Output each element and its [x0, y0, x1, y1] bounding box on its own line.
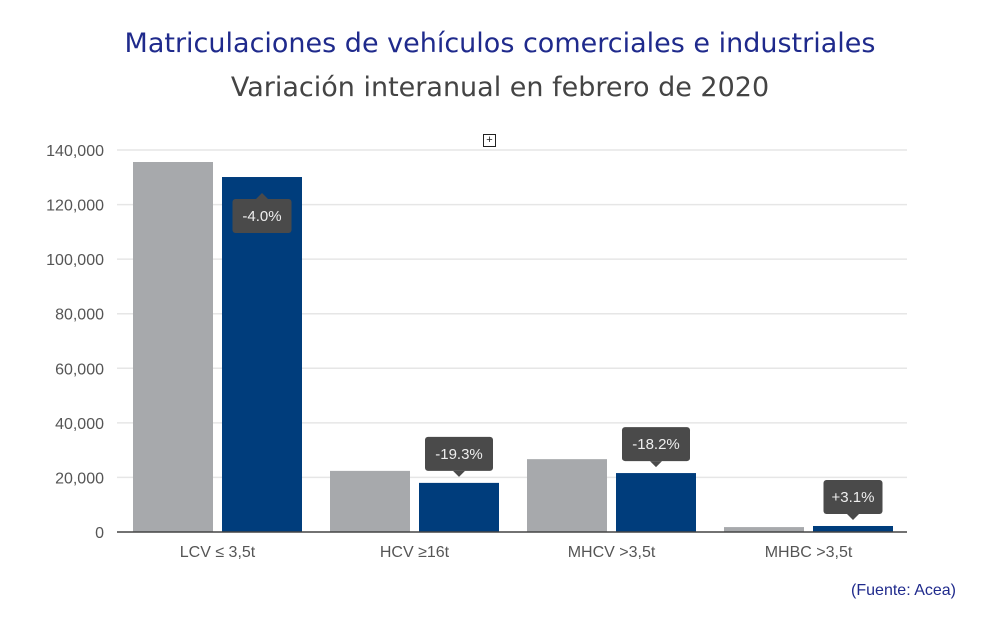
- data-label-box: [425, 436, 493, 471]
- bar-current: [222, 177, 302, 532]
- x-tick-label: LCV ≤ 3,5t: [180, 544, 256, 561]
- y-tick-label: 140,000: [46, 143, 104, 160]
- y-tick-label: 80,000: [55, 307, 104, 324]
- data-label: -18.2%: [632, 436, 680, 453]
- data-label-box: [622, 427, 690, 462]
- data-label-pointer: [847, 513, 859, 520]
- y-tick-label: 120,000: [46, 198, 104, 215]
- y-tick-label: 60,000: [55, 361, 104, 378]
- bar-previous: [133, 162, 213, 532]
- bar-previous: [330, 470, 410, 532]
- y-tick-label: 40,000: [55, 416, 104, 433]
- bar-current: [813, 525, 893, 532]
- data-label: +3.1%: [832, 489, 875, 506]
- y-tick-label: 20,000: [55, 470, 104, 487]
- data-label: -4.0%: [242, 208, 281, 225]
- x-tick-label: MHCV >3,5t: [568, 544, 656, 561]
- data-label-pointer: [256, 193, 268, 200]
- data-label-box: [232, 199, 292, 234]
- chart-subtitle: Variación interanual en febrero de 2020: [230, 72, 770, 103]
- bar-previous: [724, 527, 804, 532]
- plus-box-icon[interactable]: +: [483, 134, 496, 147]
- x-tick-label: HCV ≥16t: [380, 544, 450, 561]
- bar-previous: [527, 459, 607, 532]
- bar-current: [419, 482, 499, 532]
- bar-current: [616, 473, 696, 532]
- chart-title: Matriculaciones de vehículos comerciales…: [124, 28, 876, 59]
- data-label-pointer: [453, 470, 465, 477]
- y-tick-label: 100,000: [46, 252, 104, 269]
- data-label: -19.3%: [435, 446, 483, 463]
- x-tick-label: MHBC >3,5t: [765, 544, 853, 561]
- data-label-box: [823, 479, 883, 514]
- y-tick-label: 0: [95, 525, 104, 542]
- source-note: (Fuente: Acea): [851, 582, 956, 599]
- data-label-pointer: [650, 461, 662, 468]
